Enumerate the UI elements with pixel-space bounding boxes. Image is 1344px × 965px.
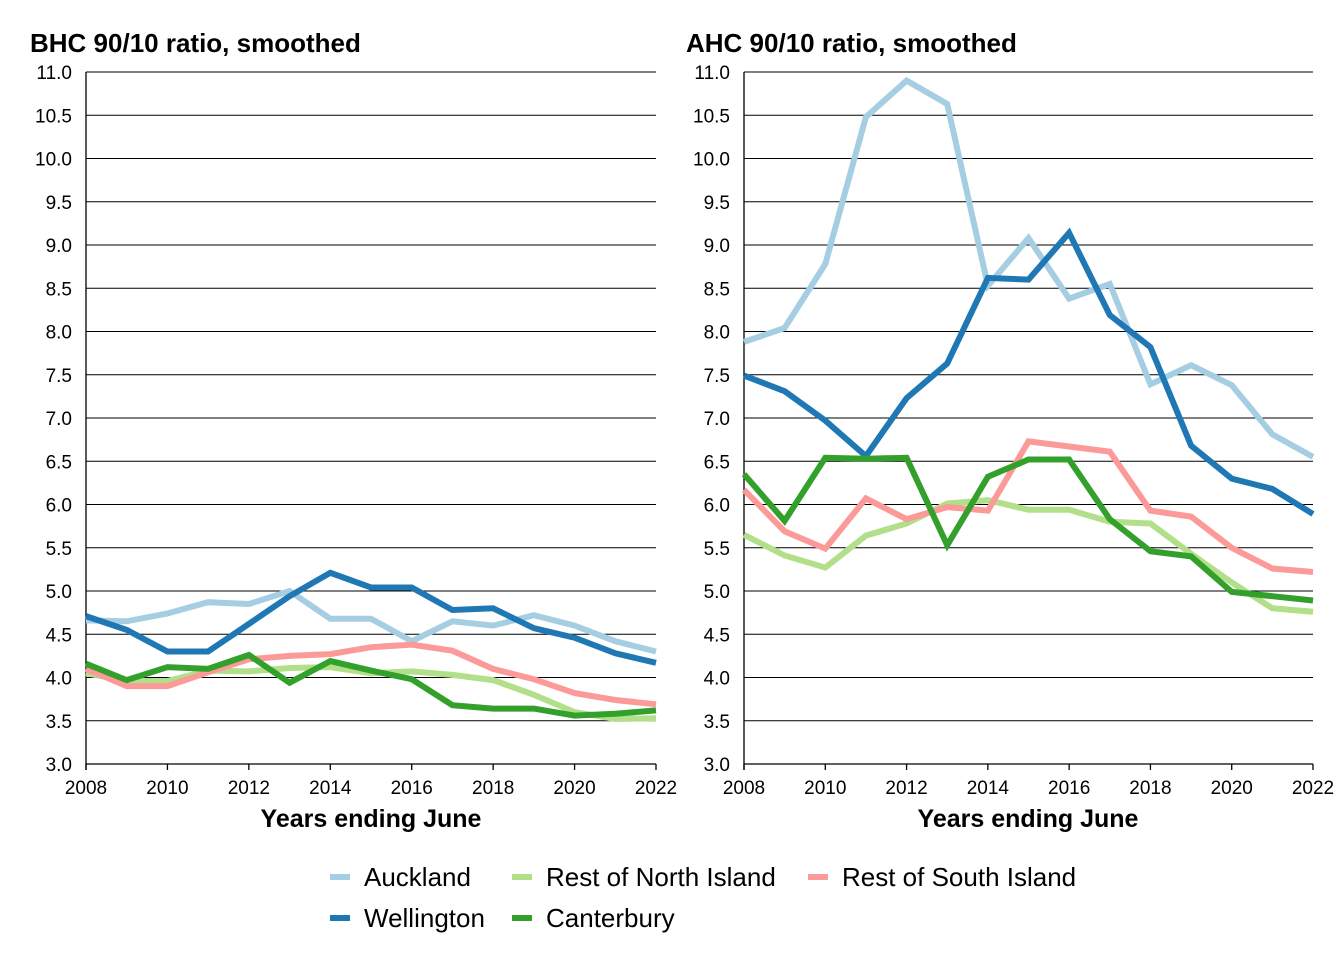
y-tick-label: 4.5 xyxy=(704,625,730,646)
y-tick-label: 9.5 xyxy=(46,193,72,214)
legend-item-rest-of-south-island: Rest of South Island xyxy=(808,862,1076,892)
x-tick-label: 2008 xyxy=(723,778,765,799)
y-tick-label: 10.0 xyxy=(693,150,730,171)
x-axis-label: Years ending June xyxy=(918,805,1139,833)
x-tick-label: 2022 xyxy=(635,778,677,799)
y-tick-label: 8.5 xyxy=(704,279,730,300)
series-line-rest-of-north-island xyxy=(742,497,1314,615)
panel-title: BHC 90/10 ratio, smoothed xyxy=(30,28,361,58)
x-tick-label: 2012 xyxy=(885,778,927,799)
x-tick-label: 2016 xyxy=(1048,778,1090,799)
legend-label: Auckland xyxy=(364,862,471,892)
series-line-rest-of-south-island xyxy=(741,438,1314,575)
series-line-wellington xyxy=(742,227,1315,517)
y-tick-label: 7.5 xyxy=(46,366,72,387)
legend-label: Rest of North Island xyxy=(546,862,776,892)
y-tick-label: 5.0 xyxy=(704,582,730,603)
x-tick-label: 2020 xyxy=(553,778,595,799)
y-tick-label: 6.0 xyxy=(46,496,72,517)
y-tick-label: 5.5 xyxy=(46,539,72,560)
series-line-rest-of-south-island xyxy=(84,641,657,708)
y-tick-label: 3.5 xyxy=(704,712,730,733)
series-line-auckland xyxy=(85,587,657,655)
legend-item-wellington: Wellington xyxy=(330,903,485,933)
y-tick-label: 10.5 xyxy=(693,106,730,127)
y-tick-label: 4.5 xyxy=(46,625,72,646)
legend-label: Canterbury xyxy=(546,903,675,933)
y-tick-label: 9.0 xyxy=(46,236,72,257)
y-tick-label: 3.5 xyxy=(46,712,72,733)
y-tick-label: 7.0 xyxy=(46,409,72,430)
y-tick-label: 7.5 xyxy=(704,366,730,387)
y-tick-label: 8.0 xyxy=(704,323,730,344)
y-tick-label: 9.0 xyxy=(704,236,730,257)
y-tick-label: 4.0 xyxy=(46,669,72,690)
y-tick-label: 11.0 xyxy=(694,63,730,84)
series-line-canterbury xyxy=(741,454,1314,604)
y-tick-label: 4.0 xyxy=(704,669,730,690)
x-tick-label: 2014 xyxy=(309,778,352,799)
series-line-wellington xyxy=(85,569,657,666)
x-tick-label: 2018 xyxy=(1129,778,1171,799)
x-tick-label: 2014 xyxy=(967,778,1010,799)
legend-item-canterbury: Canterbury xyxy=(512,903,675,933)
x-tick-label: 2020 xyxy=(1211,778,1253,799)
panel-2: AHC 90/10 ratio, smoothed 3.0 3.5 4.0 4.5 5.0… xyxy=(686,28,1334,833)
y-tick-label: 6.0 xyxy=(704,496,730,517)
legend-item-rest-of-north-island: Rest of North Island xyxy=(512,862,776,892)
series-line-canterbury xyxy=(84,651,657,719)
y-tick-label: 10.5 xyxy=(35,106,72,127)
y-tick-label: 11.0 xyxy=(36,63,72,84)
x-tick-label: 2012 xyxy=(228,778,270,799)
series-line-auckland xyxy=(743,76,1315,460)
y-tick-label: 9.5 xyxy=(704,193,730,214)
x-tick-label: 2016 xyxy=(391,778,433,799)
x-axis-label: Years ending June xyxy=(261,805,482,833)
y-tick-label: 7.0 xyxy=(704,409,730,430)
panel-title: AHC 90/10 ratio, smoothed xyxy=(686,28,1017,58)
x-tick-label: 2010 xyxy=(804,778,846,799)
panel-1: BHC 90/10 ratio, smoothed 3.0 3.5 4.0 4.5 5.0… xyxy=(30,28,677,833)
x-tick-label: 2010 xyxy=(146,778,188,799)
x-tick-label: 2008 xyxy=(65,778,107,799)
y-tick-label: 3.0 xyxy=(704,755,730,776)
legend-item-auckland: Auckland xyxy=(330,862,471,892)
y-tick-label: 6.5 xyxy=(46,452,72,473)
legend-label: Rest of South Island xyxy=(842,862,1076,892)
y-tick-label: 8.0 xyxy=(46,323,72,344)
y-tick-label: 10.0 xyxy=(35,150,72,171)
y-tick-label: 8.5 xyxy=(46,279,72,300)
y-tick-label: 5.5 xyxy=(704,539,730,560)
y-tick-label: 6.5 xyxy=(704,452,730,473)
y-tick-label: 3.0 xyxy=(46,755,72,776)
x-tick-label: 2022 xyxy=(1292,778,1334,799)
legend-label: Wellington xyxy=(364,903,485,933)
y-tick-label: 5.0 xyxy=(46,582,72,603)
legend: Auckland Rest of North Island Rest of Sout… xyxy=(330,862,1076,933)
x-tick-label: 2018 xyxy=(472,778,514,799)
